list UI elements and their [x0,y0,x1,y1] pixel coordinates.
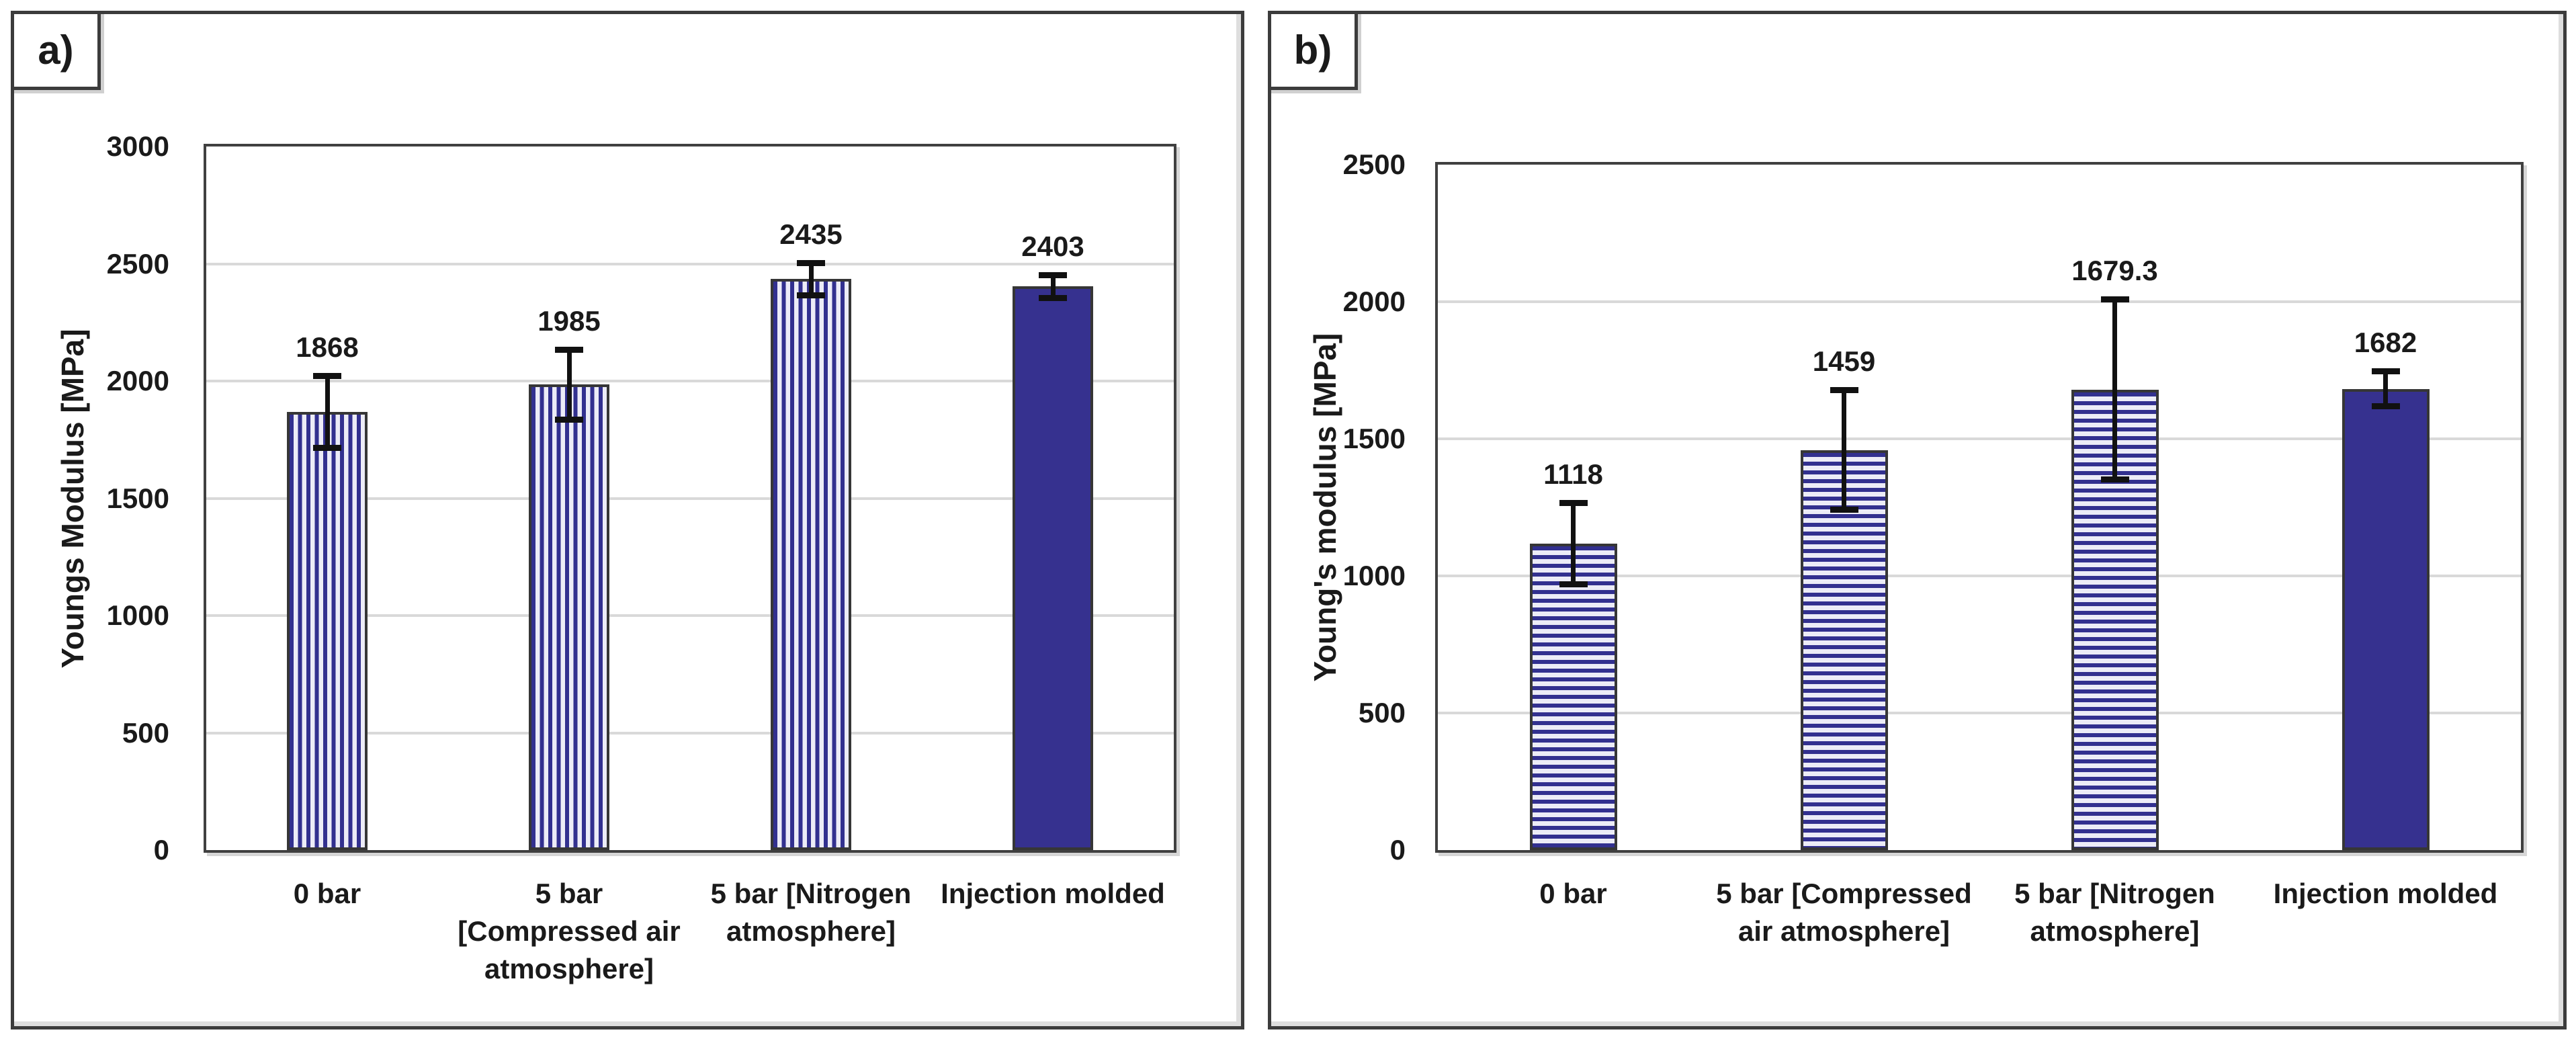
panel-a-y-axis-title: Youngs Modulus [MPa] [55,329,90,669]
bar [529,384,609,850]
gridline [206,731,1174,734]
error-bar-stem [2383,371,2388,407]
error-bar-cap-top [1830,386,1858,393]
y-tick-label: 1000 [106,599,169,631]
panel-b-y-axis-title: Young's modulus [MPa] [1307,333,1342,682]
bar [1013,286,1093,850]
gridline [1438,575,2521,577]
category-label: 5 bar [Compressed air atmosphere] [458,878,681,984]
category-label: 5 bar [Compressed air atmosphere] [1716,878,1972,947]
panel-b-label: b) [1293,28,1332,73]
gridline [206,262,1174,265]
bar-value-label: 1459 [1812,345,1876,377]
error-bar-cap-top [2100,296,2129,303]
panel-b-label-box: b) [1268,11,1358,90]
error-bar-stem [566,349,572,420]
y-tick-label: 1000 [1342,560,1406,591]
y-tick-label: 0 [153,834,169,866]
bar-value-label: 1679.3 [2071,255,2158,287]
bar-value-label: 1985 [538,304,601,337]
bar [1529,543,1617,850]
bar-value-label: 2403 [1021,230,1084,262]
bar [287,412,368,850]
error-bar-cap-bottom [313,445,341,452]
bar-value-label: 1682 [2354,327,2417,359]
y-tick-label: 1500 [106,482,169,514]
error-bar-cap-top [313,372,341,379]
error-bar-cap-top [555,346,583,353]
gridline [1438,712,2521,714]
error-bar-stem [2112,299,2117,480]
bar [2342,388,2430,850]
error-bar-cap-top [1559,499,1588,506]
category-label: Injection molded [2273,878,2498,909]
bar-value-label: 1868 [296,331,359,363]
error-bar-cap-bottom [1039,294,1067,301]
y-tick-label: 2000 [1342,286,1406,317]
error-bar-stem [808,262,814,296]
error-bar-cap-bottom [1559,581,1588,588]
category-label: 0 bar [293,878,361,909]
gridline [1438,437,2521,440]
bar [771,279,851,850]
category-label: 5 bar [Nitrogen atmosphere] [710,878,912,947]
category-label: 5 bar [Nitrogen atmosphere] [2014,878,2215,947]
error-bar-stem [1571,502,1576,585]
y-tick-label: 1500 [1342,423,1406,454]
category-label: Injection molded [941,878,1165,909]
gridline [1438,300,2521,303]
error-bar-cap-bottom [797,292,825,298]
error-bar-cap-bottom [2371,403,2400,410]
bar-value-label: 1118 [1543,458,1603,490]
error-bar-cap-top [1039,271,1067,278]
panel-a-label: a) [38,28,74,73]
gridline [206,614,1174,617]
category-label: 0 bar [1539,878,1607,909]
error-bar-cap-bottom [1830,507,1858,513]
error-bar-cap-bottom [2100,476,2129,483]
error-bar-stem [1842,389,1846,511]
error-bar-stem [325,375,330,449]
error-bar-cap-top [2371,368,2400,375]
gridline [206,497,1174,500]
y-tick-label: 2500 [106,247,169,280]
y-tick-label: 0 [1389,834,1406,866]
y-tick-label: 3000 [106,130,169,162]
error-bar-cap-bottom [555,416,583,423]
y-tick-label: 500 [1358,697,1406,728]
y-tick-label: 2000 [106,365,169,396]
error-bar-cap-top [797,259,825,266]
gridline [206,380,1174,382]
bar [1800,450,1888,850]
bar-value-label: 2435 [779,218,843,250]
error-bar-stem [1050,274,1056,298]
panel-a-label-box: a) [11,11,101,90]
y-tick-label: 2500 [1342,149,1406,180]
y-tick-label: 500 [122,716,169,749]
